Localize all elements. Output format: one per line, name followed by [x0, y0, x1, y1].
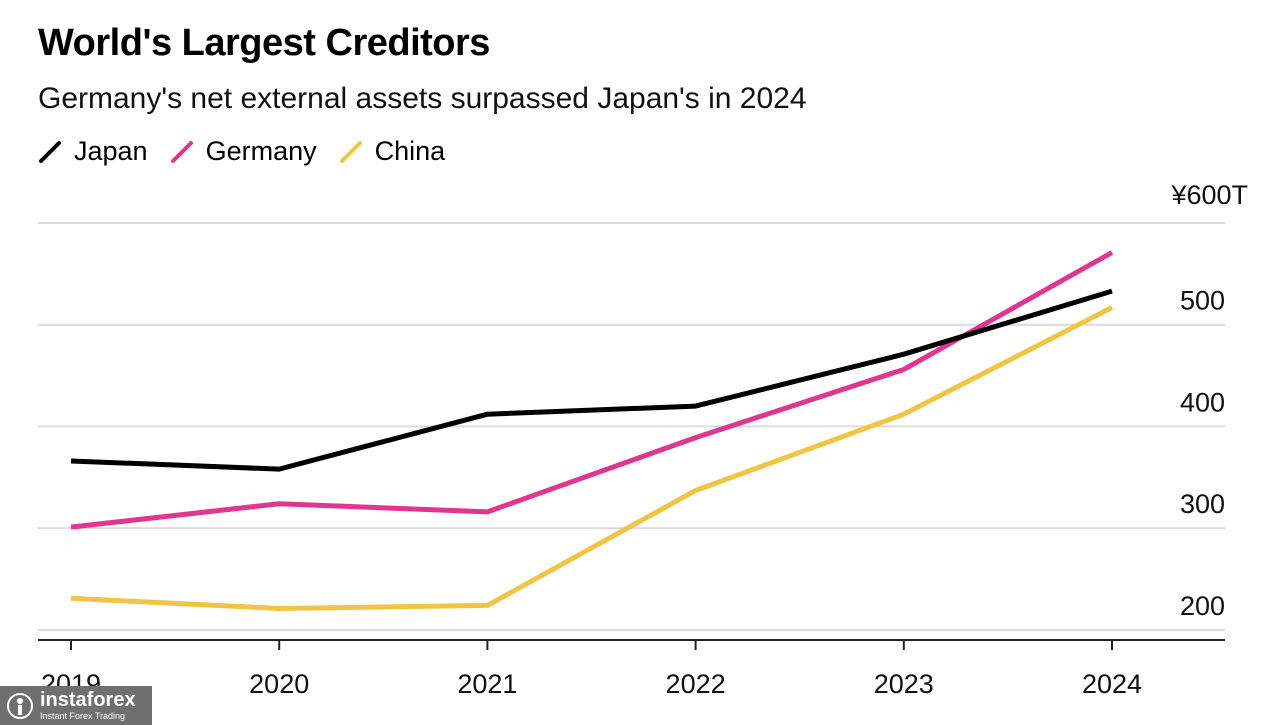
legend-label-japan: Japan: [74, 136, 148, 166]
legend-label-germany: Germany: [205, 136, 317, 166]
x-tick-label-2024: 2024: [1082, 669, 1142, 699]
legend-swatch-germany: [170, 140, 193, 163]
chart-subtitle: Germany's net external assets surpassed …: [38, 82, 807, 115]
y-tick-label-400: 400: [1180, 387, 1225, 417]
legend-item-germany: Germany: [170, 136, 317, 167]
x-tick-label-2023: 2023: [874, 669, 934, 699]
legend-swatch-china: [339, 140, 362, 163]
x-tick-label-2020: 2020: [249, 669, 309, 699]
watermark-tagline: Instant Forex Trading: [40, 711, 126, 721]
x-tick-label-2022: 2022: [666, 669, 726, 699]
x-tick-label-2021: 2021: [457, 669, 517, 699]
instaforex-logo-icon: [7, 692, 33, 719]
legend: Japan Germany China: [38, 136, 467, 167]
series-line-japan: [70, 288, 1113, 472]
watermark: instaforex Instant Forex Trading: [0, 686, 152, 725]
chart-title: World's Largest Creditors: [38, 22, 490, 64]
series-line-germany: [70, 250, 1114, 530]
y-tick-label-300: 300: [1180, 489, 1225, 519]
y-tick-label-600: ¥600T: [1170, 180, 1248, 210]
y-tick-label-200: 200: [1180, 591, 1225, 621]
legend-swatch-japan: [39, 140, 61, 163]
legend-item-japan: Japan: [38, 136, 148, 167]
y-tick-label-500: 500: [1180, 286, 1225, 316]
watermark-brand: instaforex: [40, 689, 136, 711]
legend-label-china: China: [374, 136, 446, 166]
series-line-china: [70, 305, 1114, 611]
legend-item-china: China: [339, 136, 446, 167]
